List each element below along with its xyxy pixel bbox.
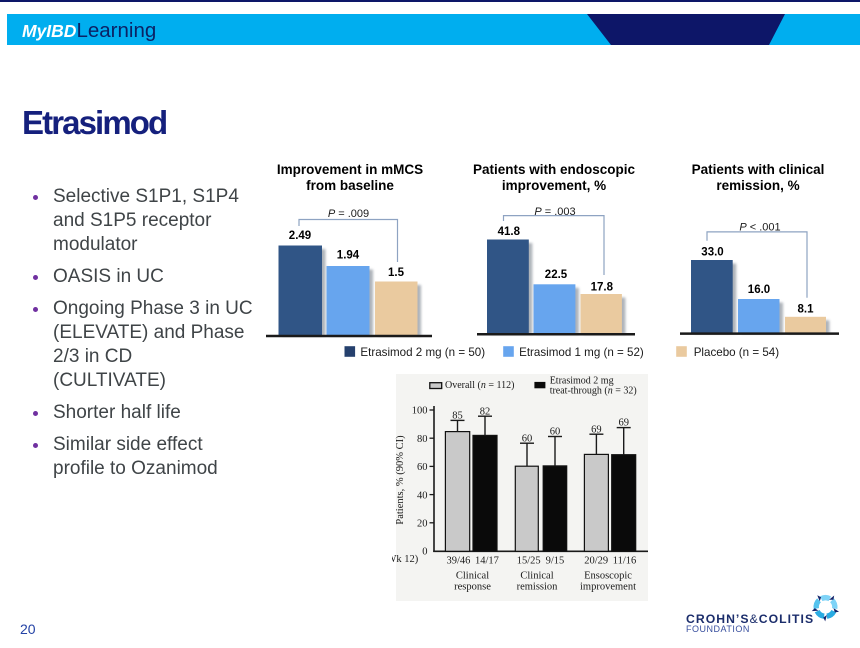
svg-text:15/25: 15/25 xyxy=(517,556,541,567)
svg-text:treat-through (n = 32): treat-through (n = 32) xyxy=(550,386,637,397)
svg-text:P < .001: P < .001 xyxy=(739,222,780,234)
svg-text:39/46: 39/46 xyxy=(446,556,470,567)
svg-text:2.49: 2.49 xyxy=(289,230,311,242)
svg-text:1.5: 1.5 xyxy=(388,267,405,279)
svg-text:improvement, %: improvement, % xyxy=(502,178,606,193)
svg-text:11/16: 11/16 xyxy=(613,556,637,567)
svg-text:0: 0 xyxy=(422,547,427,558)
svg-text:60: 60 xyxy=(550,427,561,438)
svg-text:improvement: improvement xyxy=(580,582,636,593)
svg-text:22.5: 22.5 xyxy=(545,269,568,281)
svg-text:20/29: 20/29 xyxy=(584,556,608,567)
svg-text:P = .009: P = .009 xyxy=(328,208,369,220)
svg-text:82: 82 xyxy=(480,406,491,417)
svg-text:Clinical: Clinical xyxy=(456,571,489,582)
svg-text:16.0: 16.0 xyxy=(748,284,770,296)
svg-text:(Wk 12): (Wk 12) xyxy=(392,554,419,565)
svg-text:8.1: 8.1 xyxy=(798,303,815,315)
svg-text:Clinical: Clinical xyxy=(520,571,553,582)
svg-text:Overall (n = 112): Overall (n = 112) xyxy=(445,380,514,391)
svg-text:14/17: 14/17 xyxy=(475,556,499,567)
svg-text:P = .003: P = .003 xyxy=(534,206,575,218)
svg-text:Patients, % (90% CI): Patients, % (90% CI) xyxy=(395,435,406,525)
svg-text:80: 80 xyxy=(417,434,428,445)
svg-text:17.8: 17.8 xyxy=(591,282,614,294)
svg-text:from baseline: from baseline xyxy=(306,178,394,193)
svg-text:Etrasimod 2 mg: Etrasimod 2 mg xyxy=(550,375,614,386)
svg-text:69: 69 xyxy=(591,424,602,435)
svg-text:1.94: 1.94 xyxy=(337,250,360,262)
svg-text:remission, %: remission, % xyxy=(716,178,799,193)
svg-text:85: 85 xyxy=(452,411,463,422)
svg-text:69: 69 xyxy=(618,418,629,429)
svg-text:33.0: 33.0 xyxy=(701,247,723,259)
svg-text:41.8: 41.8 xyxy=(498,226,521,238)
svg-text:Etrasimod 2 mg (n = 50): Etrasimod 2 mg (n = 50) xyxy=(360,346,485,359)
svg-text:60: 60 xyxy=(417,462,428,473)
svg-text:Patients with endoscopic: Patients with endoscopic xyxy=(473,162,636,177)
svg-text:Patients with clinical: Patients with clinical xyxy=(692,162,825,177)
svg-text:9/15: 9/15 xyxy=(546,556,565,567)
svg-text:response: response xyxy=(454,582,491,593)
svg-text:100: 100 xyxy=(412,406,428,417)
svg-text:Placebo (n = 54): Placebo (n = 54) xyxy=(694,346,780,359)
svg-text:Etrasimod 1 mg (n = 52): Etrasimod 1 mg (n = 52) xyxy=(519,346,644,359)
svg-text:40: 40 xyxy=(417,490,428,501)
svg-text:60: 60 xyxy=(522,433,533,444)
svg-text:20: 20 xyxy=(417,519,428,530)
svg-text:Ensoscopic: Ensoscopic xyxy=(584,571,632,582)
svg-text:remission: remission xyxy=(517,582,559,593)
svg-text:Improvement in mMCS: Improvement in mMCS xyxy=(277,162,423,177)
